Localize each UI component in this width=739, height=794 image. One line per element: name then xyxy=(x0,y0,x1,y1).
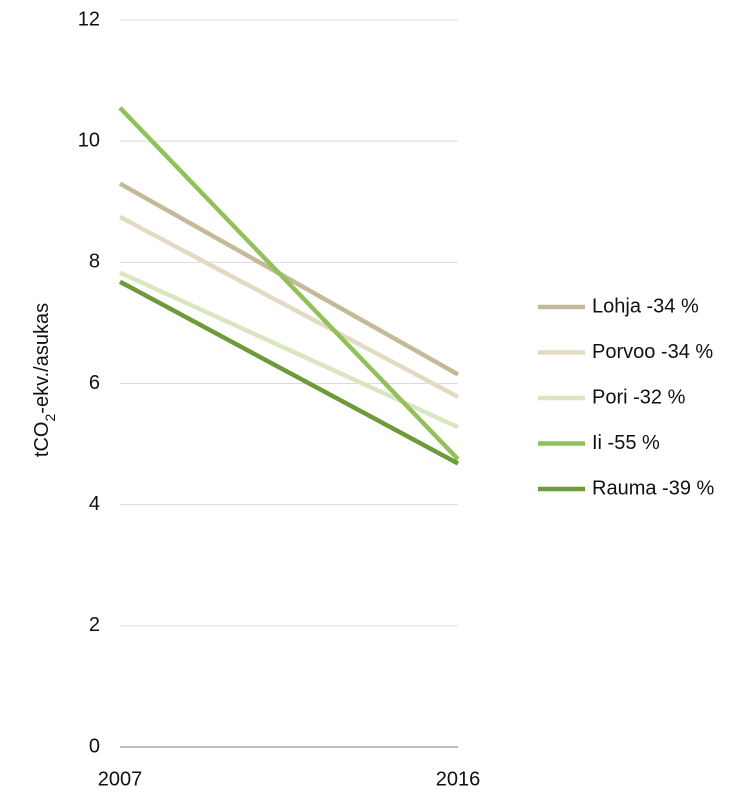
gridlines xyxy=(120,19,458,748)
legend-label: Pori -32 % xyxy=(592,386,686,408)
legend-label: Ii -55 % xyxy=(592,432,660,454)
series-line-3 xyxy=(118,106,460,461)
y-tick-label: 12 xyxy=(78,8,100,30)
legend-label: Lohja -34 % xyxy=(592,295,699,317)
legend-label: Rauma -39 % xyxy=(592,477,714,499)
y-tick-label: 0 xyxy=(89,735,100,757)
series-line-1 xyxy=(118,214,460,399)
series-line-4 xyxy=(118,279,460,466)
x-tick-label: 2007 xyxy=(98,768,143,790)
series-lines xyxy=(118,106,460,466)
y-axis-title-subscript: 2 xyxy=(42,414,58,422)
x-axis-ticks: 2007 2016 xyxy=(98,768,481,790)
y-axis-title: tCO2-ekv./asukas xyxy=(31,303,57,457)
y-tick-label: 10 xyxy=(78,129,100,151)
series-line-0 xyxy=(118,181,460,377)
y-axis-ticks: 0 2 4 6 8 10 12 xyxy=(78,8,100,757)
y-axis-title-prefix: tCO xyxy=(31,422,53,458)
y-axis-title-suffix: -ekv./asukas xyxy=(31,303,53,414)
y-tick-label: 4 xyxy=(89,493,100,515)
legend-label: Porvoo -34 % xyxy=(592,341,713,363)
y-tick-label: 6 xyxy=(89,372,100,394)
x-tick-label: 2016 xyxy=(436,768,481,790)
y-tick-label: 8 xyxy=(89,251,100,273)
legend: Lohja -34 % Porvoo -34 % Pori -32 % Ii -55 … xyxy=(538,295,714,499)
y-tick-label: 2 xyxy=(89,614,100,636)
